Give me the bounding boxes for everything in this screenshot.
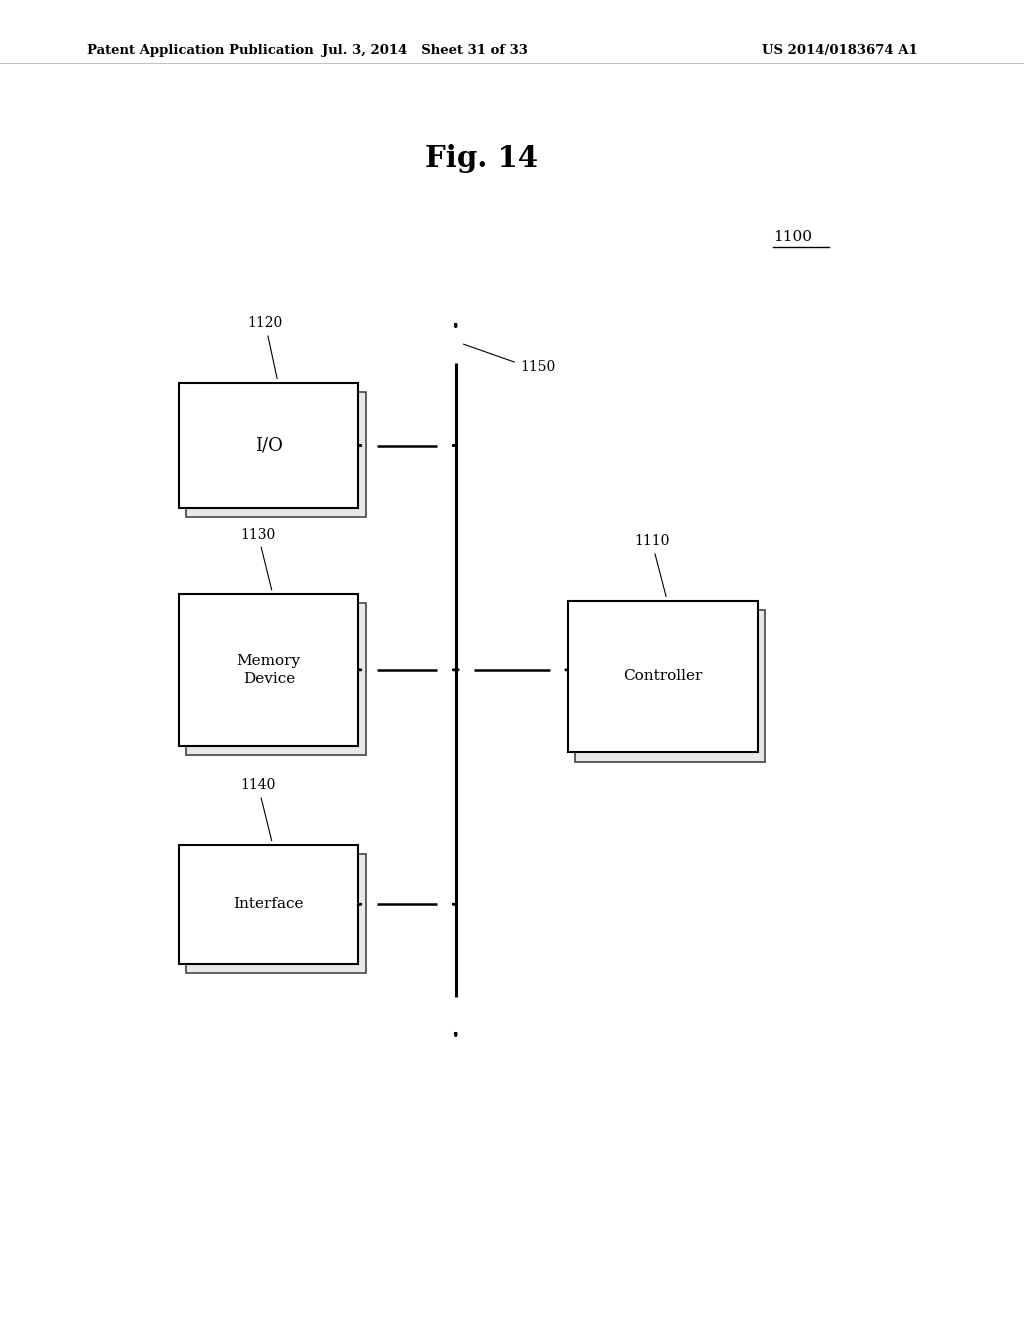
Text: US 2014/0183674 A1: US 2014/0183674 A1: [762, 44, 918, 57]
Text: 1100: 1100: [773, 230, 812, 244]
Text: I/O: I/O: [255, 437, 283, 454]
FancyBboxPatch shape: [186, 854, 366, 973]
FancyBboxPatch shape: [179, 594, 358, 746]
FancyBboxPatch shape: [179, 383, 358, 508]
FancyBboxPatch shape: [575, 610, 765, 762]
Text: Memory
Device: Memory Device: [237, 653, 301, 686]
FancyBboxPatch shape: [186, 603, 366, 755]
Text: Interface: Interface: [233, 898, 304, 911]
Text: Controller: Controller: [624, 669, 702, 684]
Text: 1150: 1150: [520, 360, 555, 374]
Text: Jul. 3, 2014   Sheet 31 of 33: Jul. 3, 2014 Sheet 31 of 33: [322, 44, 528, 57]
FancyBboxPatch shape: [186, 392, 366, 517]
FancyBboxPatch shape: [179, 845, 358, 964]
FancyBboxPatch shape: [568, 601, 758, 752]
Text: 1140: 1140: [241, 779, 275, 841]
Text: 1120: 1120: [248, 317, 283, 379]
Text: 1130: 1130: [241, 528, 275, 590]
Text: Fig. 14: Fig. 14: [425, 144, 538, 173]
Text: 1110: 1110: [634, 535, 670, 597]
Text: Patent Application Publication: Patent Application Publication: [87, 44, 313, 57]
